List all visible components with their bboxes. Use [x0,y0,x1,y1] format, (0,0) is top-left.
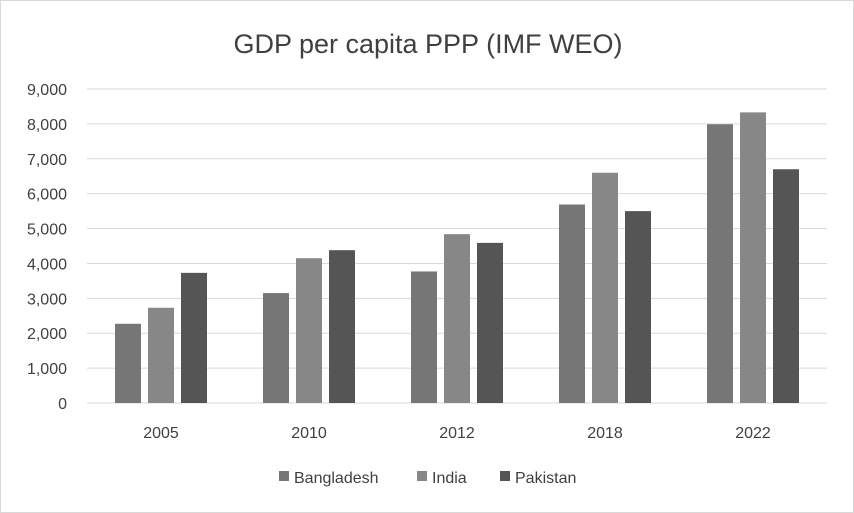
legend-label: Pakistan [515,470,576,487]
bar-india-2012 [444,234,470,403]
legend-label: India [432,470,467,487]
x-axis-ticks: 2005 2010 2012 2018 2022 [143,425,771,442]
x-tick-label: 2005 [143,425,179,442]
legend-item-india: India [417,470,467,487]
y-tick-label: 9,000 [27,82,67,99]
y-tick-label: 5,000 [27,222,67,239]
x-tick-label: 2010 [291,425,327,442]
y-axis-ticks: 0 1,000 2,000 3,000 4,000 5,000 6,000 7,000 8,00… [27,82,67,413]
bar-bangladesh-2005 [115,323,141,403]
bar-india-2018 [592,172,618,403]
legend-swatch [417,471,427,481]
bar-bangladesh-2018 [559,204,585,403]
x-tick-label: 2012 [439,425,475,442]
bar-bangladesh-2022 [707,124,733,403]
bar-bangladesh-2012 [411,271,437,403]
bar-pakistan-2022 [773,169,799,403]
bar-india-2010 [296,258,322,403]
bar-india-2022 [740,112,766,404]
bar-bangladesh-2010 [263,293,289,403]
y-tick-label: 2,000 [27,326,67,343]
chart-title: GDP per capita PPP (IMF WEO) [233,29,622,59]
bar-pakistan-2005 [181,272,207,403]
bar-pakistan-2018 [625,211,651,403]
y-tick-label: 4,000 [27,256,67,273]
x-tick-label: 2018 [587,425,623,442]
bar-india-2005 [148,307,174,403]
legend-item-bangladesh: Bangladesh [279,470,379,487]
bar-pakistan-2010 [329,250,355,403]
legend-swatch [500,471,510,481]
y-tick-label: 6,000 [27,187,67,204]
y-tick-label: 0 [58,396,67,413]
legend: Bangladesh India Pakistan [279,470,576,487]
legend-item-pakistan: Pakistan [500,470,576,487]
bars [115,112,799,404]
legend-swatch [279,471,289,481]
y-tick-label: 7,000 [27,152,67,169]
y-tick-label: 8,000 [27,117,67,134]
bar-pakistan-2012 [477,242,503,403]
y-tick-label: 3,000 [27,291,67,308]
x-tick-label: 2022 [735,425,771,442]
y-tick-label: 1,000 [27,361,67,378]
legend-label: Bangladesh [294,470,379,487]
